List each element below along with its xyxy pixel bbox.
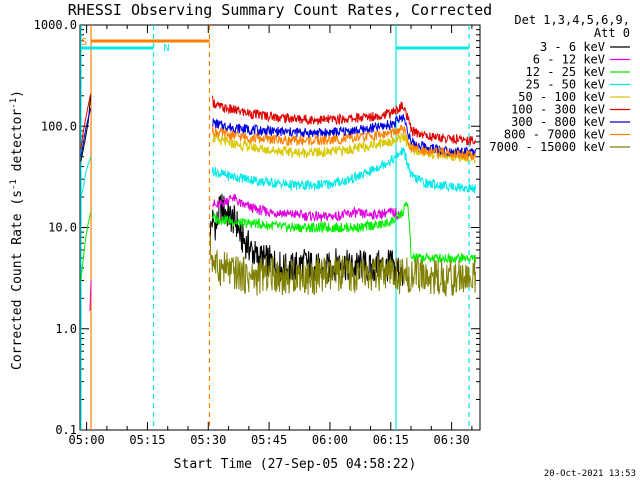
x-tick-label: 06:30	[434, 433, 470, 447]
x-tick-label: 05:30	[190, 433, 226, 447]
legend-entry-label: 7000 - 15000 keV	[489, 140, 605, 154]
legend-entry-label: 12 - 25 keV	[526, 65, 605, 79]
flag-bar-label: N	[164, 43, 170, 54]
series-line	[209, 234, 476, 298]
legend-entry-label: 800 - 7000 keV	[504, 128, 605, 142]
plot-frame	[79, 24, 481, 431]
y-tick-label: 1000.0	[34, 18, 77, 32]
y-tick-label: 1.0	[55, 322, 77, 336]
chart-title: RHESSI Observing Summary Count Rates, Co…	[68, 1, 492, 19]
x-axis-label: Start Time (27-Sep-05 04:58:22)	[174, 457, 417, 472]
series-line	[211, 114, 477, 158]
y-tick-label: 0.1	[55, 423, 77, 437]
legend-entry-label: 300 - 800 keV	[511, 115, 605, 129]
legend-header-line-2: Att 0	[594, 26, 630, 40]
early-series-line	[80, 93, 92, 149]
early-series-line	[80, 212, 92, 281]
x-tick-label: 05:00	[69, 433, 105, 447]
series-line	[211, 124, 477, 161]
x-tick-label: 06:15	[373, 433, 409, 447]
x-tick-label: 05:45	[251, 433, 287, 447]
legend-header-line-1: Det 1,3,4,5,6,9,	[514, 13, 630, 27]
legend-entry-label: 100 - 300 keV	[511, 103, 605, 117]
x-tick-label: 06:00	[312, 433, 348, 447]
x-tick-label: 05:15	[129, 433, 165, 447]
legend-entry-label: 3 - 6 keV	[540, 40, 605, 54]
early-series-line	[80, 108, 92, 157]
series-line	[211, 95, 477, 146]
early-series-line	[89, 280, 92, 311]
legend-entry-label: 25 - 50 keV	[526, 78, 605, 92]
early-series-line	[80, 156, 92, 198]
legend-entry-label: 6 - 12 keV	[533, 53, 605, 67]
flag-bar-label: S	[81, 37, 87, 48]
series-line	[209, 193, 403, 286]
series-line	[212, 193, 404, 222]
legend-entry-label: 50 - 100 keV	[518, 90, 605, 104]
y-tick-label: 100.0	[41, 119, 77, 133]
y-tick-label: 10.0	[48, 221, 77, 235]
footer-timestamp: 20-Oct-2021 13:53	[544, 469, 636, 479]
series-line	[211, 147, 477, 194]
series-line	[211, 201, 477, 264]
y-axis-label: Corrected Count Rate (s-1 detector-1)	[9, 90, 25, 370]
